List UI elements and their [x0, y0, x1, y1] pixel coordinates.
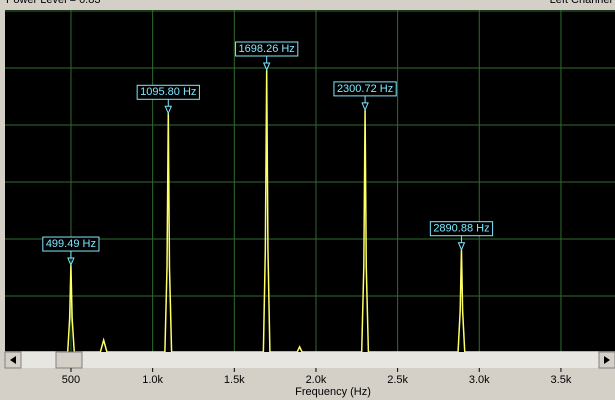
peak-marker: 1095.80 Hz: [136, 84, 200, 115]
peak-label: 1095.80 Hz: [140, 86, 196, 98]
peak-label-box: [429, 221, 494, 237]
peak-marker: 2890.88 Hz: [429, 221, 494, 251]
channel-label: Left Channel: [550, 0, 612, 6]
scroll-thumb[interactable]: [55, 351, 83, 369]
arrow-left: [10, 356, 16, 364]
peak-label-box: [333, 81, 397, 97]
scroll-track: [5, 352, 615, 368]
x-tick-label: 2.0k: [306, 374, 327, 386]
peak-label: 499.49 Hz: [46, 238, 96, 250]
peak-label-box: [136, 84, 200, 100]
peak-label: 1698.26 Hz: [239, 43, 295, 55]
scrollbar[interactable]: [4, 351, 615, 369]
horizontal-grid: [5, 10, 615, 297]
peak-label: 2300.72 Hz: [337, 83, 393, 95]
x-tick-label: 1.5k: [224, 374, 245, 386]
peak-marker: 1698.26 Hz: [235, 41, 299, 72]
peak-label: 2890.88 Hz: [433, 223, 489, 235]
x-tick-label: 500: [62, 374, 80, 386]
peak-marker: 2300.72 Hz: [333, 81, 397, 112]
peak-label-box: [42, 236, 100, 252]
x-tick-label: 3.0k: [469, 374, 490, 386]
chart-title: Power Level = 0.83: [6, 0, 100, 6]
x-tick-label: 3.5k: [551, 374, 572, 386]
arrow-right: [604, 356, 610, 364]
x-tick-label: 2.5k: [387, 374, 408, 386]
x-tick-label: 1.0k: [142, 374, 163, 386]
x-axis-label: Frequency (Hz): [295, 386, 371, 398]
peak-marker: 499.49 Hz: [42, 236, 100, 267]
plot-area: [5, 10, 615, 352]
peak-label-box: [235, 41, 299, 57]
